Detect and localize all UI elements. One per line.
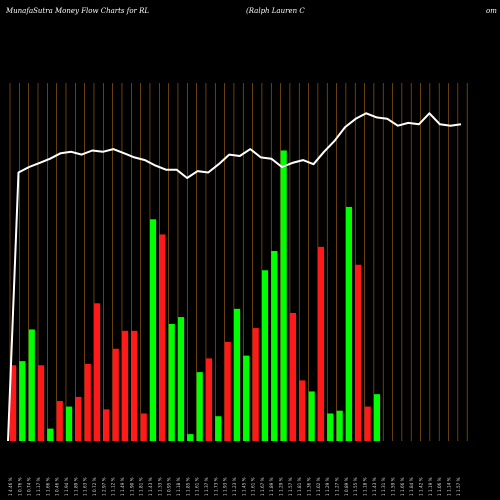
x-tick-label: 1 1.43 %: [372, 477, 377, 496]
bar: [10, 365, 17, 441]
x-tick-label: 1 1.81 %: [297, 477, 302, 496]
bar: [308, 391, 315, 441]
bar: [215, 416, 222, 441]
bar: [84, 363, 91, 441]
x-tick-label: 1 1.06 %: [437, 477, 442, 496]
bar: [121, 330, 129, 441]
bar: [75, 396, 82, 441]
x-tick-label: 1 1.90 %: [129, 477, 134, 496]
x-tick-label: 1 1.19 %: [428, 477, 433, 496]
bar: [196, 372, 203, 441]
chart-title: MunafaSutra Money Flow Charts for RL: [6, 7, 150, 15]
x-tick-label: 1 1.84 %: [409, 477, 414, 496]
bar: [149, 219, 157, 441]
bar: [93, 303, 101, 441]
x-tick-label: 1 0.72 %: [92, 477, 97, 496]
x-tick-label: 1 1.02 %: [316, 477, 321, 496]
x-tick-label: 1 1.94 %: [64, 477, 69, 496]
x-tick-label: 1 1.36 %: [307, 477, 312, 496]
bar-series: [10, 150, 381, 441]
x-tick-label: 1 1.61 %: [251, 477, 256, 496]
bar: [317, 246, 325, 441]
bar: [271, 250, 278, 441]
x-tick-label: 1 1.27 %: [335, 477, 340, 496]
x-tick-label: 1 1.49 %: [120, 477, 125, 496]
bar: [37, 365, 45, 441]
x-tick-label: 1 1.55 %: [353, 477, 358, 496]
bar: [243, 355, 250, 441]
x-tick-label: 1 1.93 %: [223, 477, 228, 496]
bar: [177, 317, 185, 441]
x-tick-label: 1 1.85 %: [185, 477, 190, 496]
bar: [168, 323, 175, 441]
x-tick-label: 1 0.74 %: [27, 477, 32, 496]
bar: [224, 341, 231, 441]
x-tick-label: 1 1.67 %: [260, 477, 265, 496]
bar: [280, 150, 287, 441]
chart-title-company: (Ralph Lauren C: [246, 7, 305, 15]
bar: [261, 270, 269, 441]
x-tick-label: 1 1.57 %: [288, 477, 293, 496]
x-tick-label: 1 1.23 %: [232, 477, 237, 496]
x-axis-labels: 1 4.46 % 1 0.76 % 1 0.74 % 1 1.17 % 1 1.66 %…: [8, 477, 461, 496]
bar: [131, 330, 138, 441]
x-tick-label: 1 1.18 %: [363, 477, 368, 496]
bar: [47, 428, 54, 441]
bar: [56, 401, 63, 441]
x-tick-label: 1 0.95 %: [167, 477, 172, 496]
x-tick-label: 1 1.29 %: [325, 477, 330, 496]
bar: [159, 234, 166, 441]
bar: [233, 308, 241, 441]
x-tick-label: 1 1.43 %: [148, 477, 153, 496]
x-tick-label: 1 1.66 %: [400, 477, 405, 496]
bar: [373, 394, 381, 441]
x-tick-label: 1 0.46 %: [55, 477, 60, 496]
x-tick-label: 1 1.29 %: [279, 477, 284, 496]
x-tick-label: 1 1.89 %: [73, 477, 78, 496]
x-tick-label: 1 1.63 %: [83, 477, 88, 496]
x-tick-label: 1 0.89 %: [344, 477, 349, 496]
x-tick-label: 1 1.42 %: [419, 477, 424, 496]
bar: [65, 406, 73, 441]
x-tick-label: 1 1.89 %: [269, 477, 274, 496]
bar: [364, 406, 371, 441]
x-tick-label: 1 1.17 %: [36, 477, 41, 496]
bar: [355, 264, 362, 441]
x-tick-label: 1 1.33 %: [157, 477, 162, 496]
bar: [252, 328, 259, 441]
bar: [205, 358, 213, 441]
x-tick-label: 1 1.59 %: [391, 477, 396, 496]
money-flow-line-path: [7, 112, 462, 442]
x-tick-label: 1 1.61 %: [195, 477, 200, 496]
bar: [345, 206, 353, 441]
bar: [103, 409, 110, 441]
x-tick-label: 1 1.12 %: [111, 477, 116, 496]
x-tick-label: 1 1.37 %: [204, 477, 209, 496]
x-tick-label: 1 4.46 %: [8, 477, 13, 496]
bar: [289, 312, 297, 441]
bar: [112, 348, 119, 441]
x-tick-label: 1 1.81 %: [139, 477, 144, 496]
bar: [336, 410, 343, 441]
x-tick-label: 1 1.45 %: [241, 477, 246, 496]
x-tick-label: 1 1.31 %: [381, 477, 386, 496]
x-tick-label: 1 1.18 %: [176, 477, 181, 496]
bar: [28, 329, 35, 441]
money-flow-line: [7, 112, 462, 442]
x-tick-label: 1 1.57 %: [456, 477, 461, 496]
x-tick-label: 1 1.73 %: [213, 477, 218, 496]
bar: [19, 361, 26, 441]
bar: [299, 380, 306, 441]
bar: [140, 413, 147, 441]
x-tick-label: 1 2.97 %: [101, 477, 106, 496]
x-tick-label: 1 1.14 %: [447, 477, 452, 496]
x-tick-label: 1 1.66 %: [45, 477, 50, 496]
chart-title-overflow: om: [486, 7, 497, 15]
x-tick-label: 1 0.76 %: [17, 477, 22, 496]
bar: [327, 413, 334, 441]
bar: [187, 434, 194, 441]
